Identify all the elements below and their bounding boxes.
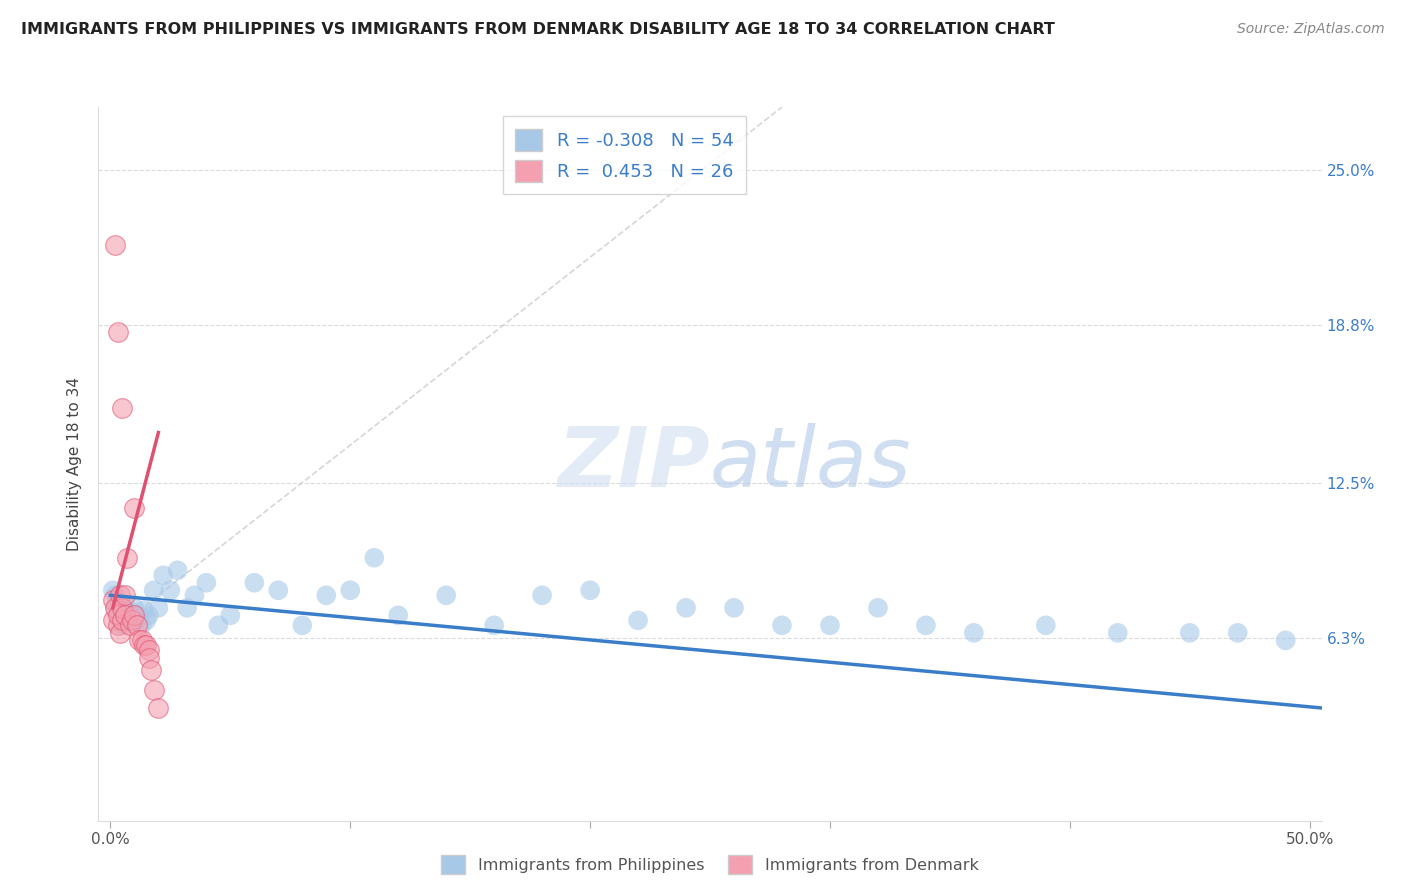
Point [159,583,181,598]
Point [101,613,124,627]
Point [387,608,409,623]
Point [115,550,138,565]
Point [138,651,160,665]
Point [142,683,165,698]
Point [107,608,129,623]
Point [579,583,602,598]
Point [166,563,188,577]
Point [1226,625,1249,640]
Point [1274,633,1296,648]
Point [291,618,314,632]
Point [1178,625,1201,640]
Point [121,613,143,627]
Point [1107,625,1129,640]
Point [131,633,153,648]
Point [101,583,124,598]
Y-axis label: Disability Age 18 to 34: Disability Age 18 to 34 [67,376,83,551]
Point [124,606,146,620]
Point [118,618,141,632]
Point [363,550,385,565]
Point [152,568,174,582]
Text: ZIP: ZIP [557,424,710,504]
Point [128,608,150,623]
Point [141,664,163,678]
Point [723,600,745,615]
Point [315,588,337,602]
Point [176,600,198,615]
Point [1035,618,1057,632]
Point [132,603,155,617]
Point [114,613,136,627]
Text: atlas: atlas [710,424,911,504]
Point [107,326,129,340]
Point [111,613,134,627]
Point [114,606,136,620]
Point [128,633,150,648]
Point [818,618,841,632]
Point [195,575,218,590]
Point [148,701,170,715]
Point [108,608,131,623]
Point [627,613,650,627]
Point [866,600,889,615]
Point [207,618,229,632]
Point [132,639,155,653]
Point [963,625,986,640]
Point [138,643,160,657]
Point [531,588,554,602]
Point [104,588,127,602]
Point [107,593,129,607]
Point [115,603,138,617]
Point [135,613,157,627]
Point [111,618,134,632]
Point [114,588,136,602]
Point [219,608,242,623]
Point [482,618,505,632]
Point [124,500,146,515]
Point [131,618,153,632]
Point [108,588,131,602]
Point [121,615,143,630]
Legend: Immigrants from Philippines, Immigrants from Denmark: Immigrants from Philippines, Immigrants … [434,848,986,880]
Point [243,575,266,590]
Point [104,237,127,252]
Text: Source: ZipAtlas.com: Source: ZipAtlas.com [1237,22,1385,37]
Point [124,600,146,615]
Point [142,583,165,598]
Point [434,588,457,602]
Point [183,588,205,602]
Point [107,618,129,632]
Text: IMMIGRANTS FROM PHILIPPINES VS IMMIGRANTS FROM DENMARK DISABILITY AGE 18 TO 34 C: IMMIGRANTS FROM PHILIPPINES VS IMMIGRANT… [21,22,1054,37]
Point [135,639,157,653]
Point [111,401,134,415]
Point [339,583,361,598]
Point [118,611,141,625]
Point [111,600,134,615]
Point [124,608,146,623]
Point [125,613,148,627]
Point [108,625,131,640]
Point [138,608,160,623]
Point [104,600,127,615]
Point [111,599,134,613]
Point [915,618,938,632]
Point [267,583,290,598]
Point [675,600,697,615]
Point [101,593,124,607]
Point [104,600,127,615]
Point [125,618,148,632]
Point [148,600,170,615]
Point [114,608,136,623]
Point [770,618,793,632]
